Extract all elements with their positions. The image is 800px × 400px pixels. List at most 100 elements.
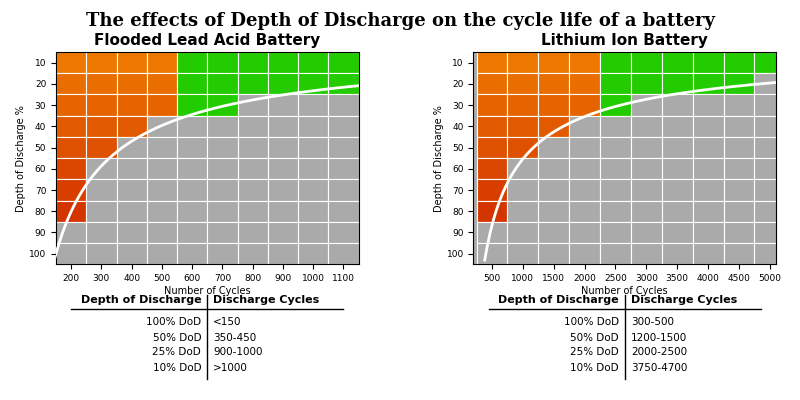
Bar: [600, 116, 631, 137]
Bar: [328, 73, 358, 94]
Bar: [146, 158, 177, 179]
Bar: [268, 137, 298, 158]
Bar: [477, 243, 507, 264]
Bar: [298, 73, 328, 94]
Text: 25% DoD: 25% DoD: [570, 347, 618, 357]
Bar: [298, 137, 328, 158]
Bar: [754, 52, 786, 73]
Bar: [298, 243, 328, 264]
Bar: [268, 73, 298, 94]
Bar: [477, 158, 507, 179]
Bar: [56, 243, 86, 264]
Bar: [662, 158, 693, 179]
Bar: [56, 52, 86, 73]
Bar: [117, 73, 146, 94]
Bar: [177, 179, 207, 201]
Text: 10% DoD: 10% DoD: [153, 362, 202, 372]
Bar: [631, 243, 662, 264]
Bar: [207, 158, 238, 179]
Bar: [723, 137, 754, 158]
Bar: [117, 243, 146, 264]
Text: 2000-2500: 2000-2500: [630, 347, 687, 357]
Text: 10% DoD: 10% DoD: [570, 362, 618, 372]
Y-axis label: Depth of Discharge %: Depth of Discharge %: [16, 105, 26, 212]
Bar: [56, 116, 86, 137]
Bar: [86, 52, 117, 73]
Bar: [723, 52, 754, 73]
Bar: [693, 137, 723, 158]
Bar: [662, 137, 693, 158]
Bar: [754, 116, 786, 137]
Bar: [86, 222, 117, 243]
Bar: [298, 201, 328, 222]
Bar: [298, 116, 328, 137]
Bar: [477, 94, 507, 116]
Bar: [600, 222, 631, 243]
Bar: [328, 137, 358, 158]
Bar: [56, 179, 86, 201]
Bar: [507, 137, 538, 158]
Bar: [538, 52, 569, 73]
Bar: [207, 52, 238, 73]
Bar: [631, 73, 662, 94]
Bar: [207, 116, 238, 137]
Bar: [569, 179, 600, 201]
Bar: [477, 222, 507, 243]
Bar: [569, 158, 600, 179]
Bar: [507, 158, 538, 179]
Bar: [328, 158, 358, 179]
Bar: [238, 222, 268, 243]
Bar: [268, 243, 298, 264]
Bar: [298, 94, 328, 116]
Bar: [298, 52, 328, 73]
Bar: [662, 179, 693, 201]
Text: 50% DoD: 50% DoD: [153, 333, 202, 343]
Bar: [693, 94, 723, 116]
Text: 1200-1500: 1200-1500: [630, 333, 687, 343]
Bar: [507, 94, 538, 116]
Bar: [569, 52, 600, 73]
Bar: [56, 94, 86, 116]
Bar: [693, 52, 723, 73]
Bar: [693, 116, 723, 137]
Title: Flooded Lead Acid Battery: Flooded Lead Acid Battery: [94, 33, 320, 48]
Bar: [693, 73, 723, 94]
Bar: [56, 158, 86, 179]
Bar: [86, 179, 117, 201]
Bar: [177, 243, 207, 264]
Bar: [538, 116, 569, 137]
Bar: [268, 116, 298, 137]
Bar: [693, 201, 723, 222]
Bar: [538, 94, 569, 116]
Bar: [662, 52, 693, 73]
Bar: [477, 201, 507, 222]
Text: Depth of Discharge: Depth of Discharge: [498, 295, 618, 305]
Text: Discharge Cycles: Discharge Cycles: [630, 295, 737, 305]
Text: 100% DoD: 100% DoD: [146, 317, 202, 327]
Bar: [723, 158, 754, 179]
Bar: [631, 94, 662, 116]
Bar: [693, 158, 723, 179]
Bar: [328, 243, 358, 264]
Bar: [207, 201, 238, 222]
Bar: [117, 201, 146, 222]
Text: 50% DoD: 50% DoD: [570, 333, 618, 343]
Text: The effects of Depth of Discharge on the cycle life of a battery: The effects of Depth of Discharge on the…: [86, 12, 714, 30]
Bar: [569, 73, 600, 94]
Bar: [538, 137, 569, 158]
Bar: [86, 94, 117, 116]
Bar: [723, 73, 754, 94]
Bar: [328, 179, 358, 201]
Bar: [177, 137, 207, 158]
Bar: [600, 243, 631, 264]
Bar: [723, 179, 754, 201]
Bar: [507, 222, 538, 243]
Bar: [207, 137, 238, 158]
Bar: [631, 158, 662, 179]
Bar: [268, 52, 298, 73]
Bar: [754, 137, 786, 158]
Text: 300-500: 300-500: [630, 317, 674, 327]
Bar: [238, 116, 268, 137]
Bar: [86, 201, 117, 222]
Bar: [56, 222, 86, 243]
